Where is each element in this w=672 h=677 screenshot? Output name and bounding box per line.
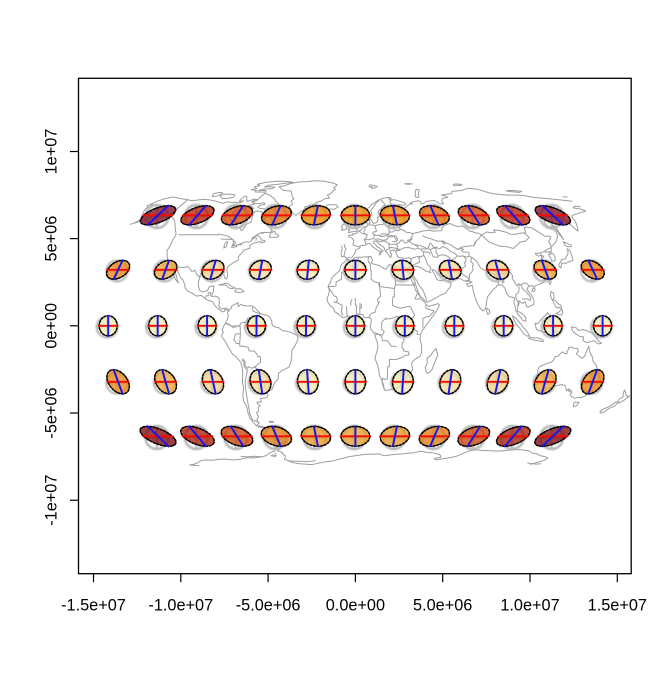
svg-text:-1.5e+07: -1.5e+07 bbox=[61, 597, 126, 615]
svg-text:0e+00: 0e+00 bbox=[43, 303, 61, 349]
svg-text:1.5e+07: 1.5e+07 bbox=[588, 597, 647, 615]
svg-text:1e+07: 1e+07 bbox=[43, 129, 61, 175]
svg-text:5e+06: 5e+06 bbox=[43, 216, 61, 262]
svg-text:-1.0e+07: -1.0e+07 bbox=[148, 597, 213, 615]
svg-text:-5e+06: -5e+06 bbox=[43, 387, 61, 438]
svg-text:-1e+07: -1e+07 bbox=[43, 475, 61, 526]
svg-text:5.0e+06: 5.0e+06 bbox=[413, 597, 472, 615]
svg-text:-5.0e+06: -5.0e+06 bbox=[236, 597, 301, 615]
svg-text:0.0e+00: 0.0e+00 bbox=[326, 597, 385, 615]
svg-text:1.0e+07: 1.0e+07 bbox=[500, 597, 559, 615]
